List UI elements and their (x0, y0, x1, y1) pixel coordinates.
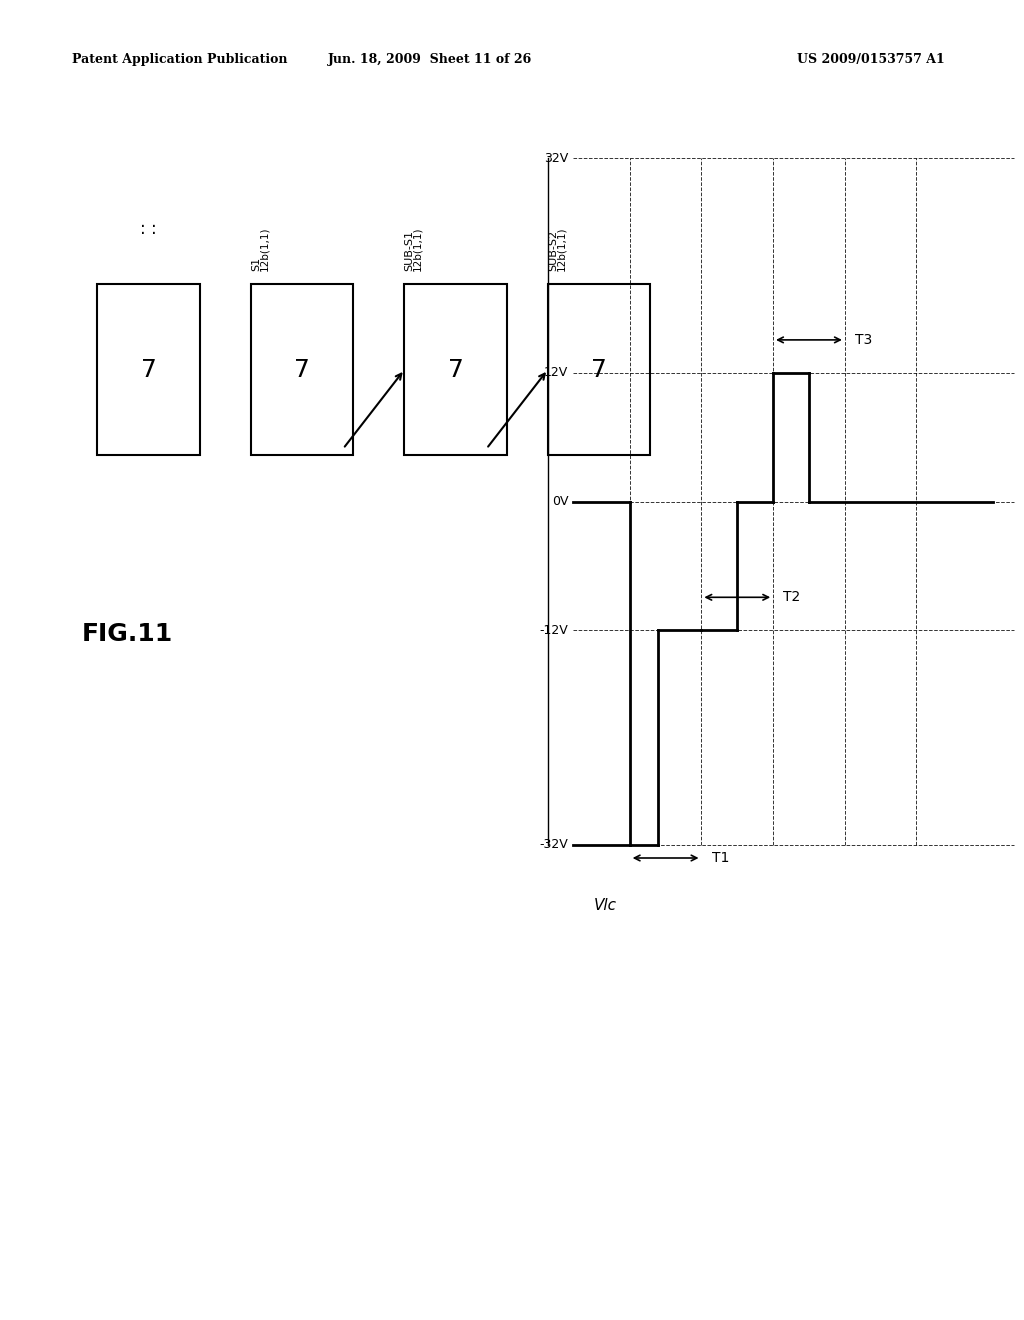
Text: T2: T2 (783, 590, 801, 605)
Text: Vlc: Vlc (594, 898, 616, 912)
Text: T1: T1 (712, 851, 729, 865)
Bar (97, 284, 200, 455)
Text: 7: 7 (591, 358, 607, 381)
Text: 7: 7 (294, 358, 310, 381)
Text: SUB-S1: SUB-S1 (404, 230, 415, 271)
Bar (251, 284, 353, 455)
Text: 12V: 12V (544, 367, 568, 379)
Text: 0V: 0V (552, 495, 568, 508)
Text: FIG.11: FIG.11 (82, 622, 173, 645)
Text: US 2009/0153757 A1: US 2009/0153757 A1 (797, 53, 944, 66)
Text: 12b(1,1): 12b(1,1) (556, 226, 566, 271)
Bar (548, 284, 650, 455)
Text: 12b(1,1): 12b(1,1) (413, 226, 423, 271)
Text: -32V: -32V (540, 838, 568, 851)
Text: : :: : : (140, 219, 157, 238)
Text: -12V: -12V (540, 624, 568, 636)
Text: Jun. 18, 2009  Sheet 11 of 26: Jun. 18, 2009 Sheet 11 of 26 (328, 53, 532, 66)
Text: SUB-S2: SUB-S2 (548, 230, 558, 271)
Text: 7: 7 (447, 358, 464, 381)
Text: T3: T3 (855, 333, 872, 347)
Text: Patent Application Publication: Patent Application Publication (72, 53, 287, 66)
Text: S1: S1 (251, 256, 261, 271)
Text: 12b(1,1): 12b(1,1) (259, 226, 269, 271)
Bar (404, 284, 507, 455)
Text: 7: 7 (140, 358, 157, 381)
Text: 32V: 32V (544, 152, 568, 165)
